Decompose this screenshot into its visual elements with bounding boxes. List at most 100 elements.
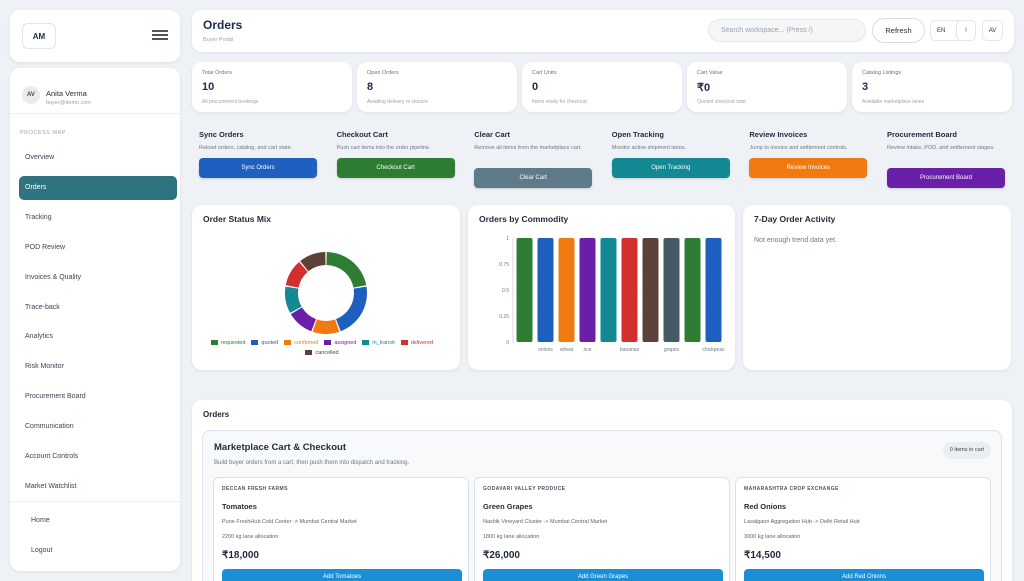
marketplace-panel: Marketplace Cart & Checkout Build buyer … — [202, 430, 1002, 581]
empty-state-text: Not enough trend data yet. — [754, 237, 837, 244]
sidebar-item-communication[interactable]: Communication — [25, 423, 74, 431]
stat-value: 10 — [202, 81, 215, 93]
sidebar-item-tracking[interactable]: Tracking — [25, 213, 52, 221]
allocation-text: 1800 kg lane allocation — [483, 534, 540, 540]
alert-icon[interactable]: ! — [956, 20, 976, 41]
procurement-board-button[interactable]: Procurement Board — [887, 168, 1005, 188]
open-tracking-button[interactable]: Open Tracking — [611, 158, 730, 178]
product-name: Red Onions — [744, 502, 787, 511]
bar-4[interactable] — [579, 238, 596, 342]
seller-name: GODAVARI VALLEY PRODUCE — [483, 486, 566, 492]
bar-3[interactable] — [558, 238, 575, 342]
action-title: Review Invoices — [749, 130, 808, 139]
add-tomatoes-button[interactable]: Add Tomatoes — [222, 569, 462, 581]
sidebar-item-trace-back[interactable]: Trace-back — [25, 303, 60, 311]
orders-section: Orders Marketplace Cart & Checkout Build… — [192, 400, 1012, 581]
process-map-label: PROCESS MAP — [20, 130, 66, 136]
product-name: Tomatoes — [222, 502, 257, 511]
legend-label: requested — [220, 340, 246, 346]
donut-slice-cancelled[interactable] — [300, 252, 326, 272]
legend-swatch — [400, 340, 408, 346]
add-red-onions-button[interactable]: Add Red Onions — [744, 569, 984, 581]
legend-label: delivered — [410, 340, 434, 346]
bar-8[interactable] — [663, 238, 680, 342]
bar-6[interactable] — [621, 238, 638, 342]
section-title: Orders — [203, 410, 230, 419]
action-title: Open Tracking — [611, 130, 664, 139]
sidebar-item-analytics[interactable]: Analytics — [25, 333, 54, 341]
brand-logo[interactable]: AM — [22, 23, 56, 49]
x-tick-label: wheat — [560, 347, 574, 353]
chart-title: Orders by Commodity — [479, 214, 569, 224]
legend-item-quoted: quoted — [251, 338, 278, 348]
bar-7[interactable] — [642, 238, 659, 342]
bar-5[interactable] — [600, 238, 617, 342]
sync-orders-button[interactable]: Sync Orders — [199, 158, 317, 178]
stat-description: Items ready for checkout — [532, 99, 587, 105]
sidebar-item-account-controls[interactable]: Account Controls — [25, 453, 79, 460]
legend-label: confirmed — [294, 340, 319, 346]
product-card: DECCAN FRESH FARMS Tomatoes Pune FreshHub … — [213, 477, 469, 581]
donut-slice-quoted[interactable] — [336, 286, 367, 332]
price: ₹26,000 — [483, 550, 520, 561]
stat-label: Open Orders — [367, 70, 399, 76]
sidebar-item-risk-monitor[interactable]: Risk Monitor — [25, 363, 64, 371]
product-name: Green Grapes — [483, 502, 533, 511]
language-label: EN — [936, 27, 946, 34]
checkout-cart-button[interactable]: Checkout Cart — [336, 158, 455, 178]
action-title: Procurement Board — [887, 130, 958, 139]
bar-9[interactable] — [684, 238, 701, 342]
stat-description: All procurement bookings — [202, 99, 259, 105]
x-tick-label: rice — [583, 347, 591, 353]
bar-2[interactable] — [537, 238, 554, 342]
donut-slice-confirmed[interactable] — [312, 319, 340, 334]
search-input[interactable]: Search workspace... (Press /) — [708, 19, 866, 42]
sidebar-item-invoices-quality[interactable]: Invoices & Quality — [25, 273, 82, 281]
sidebar-item-procurement-board[interactable]: Procurement Board — [25, 393, 86, 401]
donut-slice-delivered[interactable] — [285, 262, 308, 288]
stat-label: Total Orders — [202, 70, 232, 76]
sidebar-item-market-watchlist[interactable]: Market Watchlist — [25, 482, 77, 490]
donut-chart — [285, 252, 367, 334]
donut-slice-in_transit[interactable] — [285, 286, 302, 313]
legend-label: in_transit — [372, 340, 395, 346]
add-green-grapes-button[interactable]: Add Green Grapes — [483, 569, 723, 581]
action-title: Sync Orders — [199, 130, 244, 139]
stat-value: 3 — [862, 81, 869, 93]
sidebar-item-home[interactable]: Home — [31, 517, 50, 524]
legend-item-cancelled: cancelled — [305, 348, 339, 358]
action-card: Review Invoices Jump to invoice and settl… — [749, 130, 873, 178]
stat-label: Cart Value — [697, 70, 723, 76]
bar-1[interactable] — [516, 238, 533, 342]
review-invoices-button[interactable]: Review Invoices — [749, 158, 868, 178]
seller-name: DECCAN FRESH FARMS — [222, 486, 288, 492]
sidebar-item-overview[interactable]: Overview — [25, 154, 55, 161]
stat-description: Awaiting delivery or closure — [367, 99, 428, 105]
legend-swatch — [284, 340, 292, 346]
menu-icon[interactable] — [152, 30, 168, 40]
stat-description: Quoted checkout total — [697, 99, 746, 105]
sidebar-item-orders[interactable]: Orders — [19, 175, 177, 200]
legend-swatch — [362, 340, 370, 346]
legend-item-requested: requested — [210, 338, 246, 348]
y-tick-label: 0.25 — [499, 314, 509, 320]
donut-slice-assigned[interactable] — [290, 307, 316, 332]
sidebar-item-pod-review[interactable]: POD Review — [25, 243, 66, 251]
brand-card: AM — [10, 10, 180, 62]
user-profile[interactable]: AV Anita Verma buyer@demo.com — [22, 78, 170, 108]
action-description: Review intake, POD, and settlement stage… — [887, 145, 995, 151]
marketplace-title: Marketplace Cart & Checkout — [214, 442, 346, 453]
clear-cart-button[interactable]: Clear Cart — [474, 168, 593, 188]
stat-label: Cart Units — [532, 70, 557, 76]
refresh-button[interactable]: Refresh — [872, 18, 925, 43]
action-title: Clear Cart — [474, 130, 511, 139]
sidebar-item-logout[interactable]: Logout — [31, 547, 53, 554]
bar-10[interactable] — [705, 238, 722, 342]
activity-chart: 7-Day Order Activity Not enough trend da… — [743, 205, 1011, 370]
stat-value: 8 — [367, 81, 374, 93]
stat-card: Open Orders 8 Awaiting delivery or closure — [357, 62, 517, 112]
allocation-text: 2200 kg lane allocation — [222, 534, 279, 540]
header-avatar[interactable]: AV — [982, 20, 1003, 41]
donut-slice-requested[interactable] — [326, 252, 367, 288]
seller-name: MAHARASHTRA CROP EXCHANGE — [744, 486, 839, 492]
